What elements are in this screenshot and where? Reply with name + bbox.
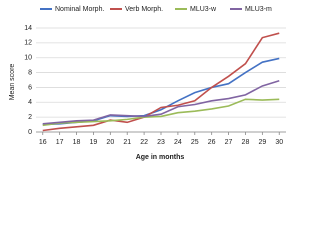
series-line [42, 98, 280, 127]
y-tick-label: 0 [28, 129, 32, 136]
legend-label: Nominal Morph. [55, 6, 104, 13]
y-axis-title: Mean score [9, 64, 16, 101]
x-tick-label: 21 [123, 139, 131, 146]
y-tick-label: 10 [24, 55, 32, 62]
y-tick-label: 2 [28, 114, 32, 121]
x-tick-label: 16 [39, 139, 47, 146]
x-tick-label: 23 [157, 139, 165, 146]
y-tick-label: 14 [24, 25, 32, 32]
x-tick-label: 22 [140, 139, 148, 146]
x-tick-label: 28 [242, 139, 250, 146]
page: {"chart_data": {"type": "line", "x_label… [8, 5, 286, 161]
x-tick-label: 17 [56, 139, 64, 146]
series-line [42, 79, 280, 125]
x-tick-label: 19 [90, 139, 98, 146]
x-tick-label: 25 [191, 139, 199, 146]
x-tick-label: 29 [258, 139, 266, 146]
x-axis-title: Age in months [136, 154, 185, 161]
x-tick-label: 20 [106, 139, 114, 146]
x-tick-label: 18 [73, 139, 81, 146]
legend-label: MLU3-w [190, 6, 217, 13]
y-tick-label: 12 [24, 40, 32, 47]
x-tick-label: 30 [275, 139, 283, 146]
x-tick-label: 24 [174, 139, 182, 146]
y-tick-label: 4 [28, 99, 32, 106]
series-line [42, 32, 280, 132]
y-tick-label: 8 [28, 69, 32, 76]
legend-label: Verb Morph. [125, 6, 163, 13]
x-tick-label: 26 [208, 139, 216, 146]
legend-label: MLU3-m [245, 6, 272, 13]
x-tick-label: 27 [225, 139, 233, 146]
y-tick-label: 6 [28, 84, 32, 91]
